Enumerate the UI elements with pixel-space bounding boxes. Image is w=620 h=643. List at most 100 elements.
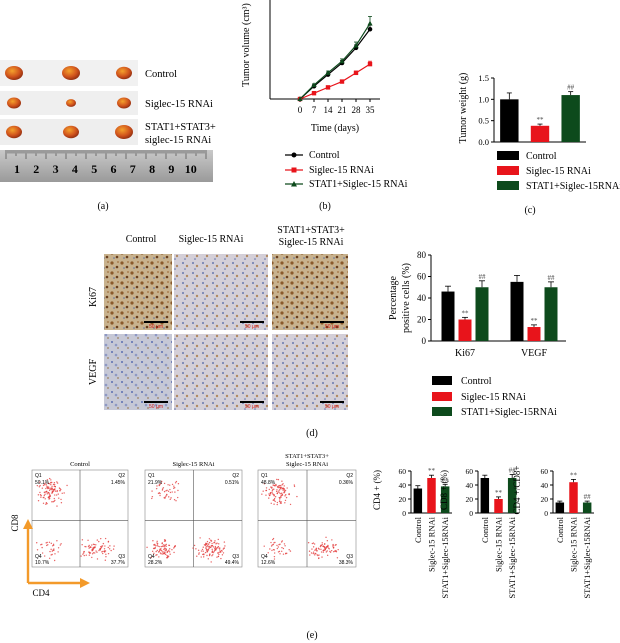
flow-event-dot xyxy=(48,483,51,485)
flow-event-dot xyxy=(275,490,278,493)
flow-event-dot xyxy=(165,543,167,546)
bar-d-2-0 xyxy=(475,287,489,341)
flow-event-dot xyxy=(272,489,274,491)
flow-event-dot xyxy=(276,501,279,504)
flow-event-dot xyxy=(58,487,61,489)
flow-event-dot xyxy=(160,480,163,483)
flow-event-dot xyxy=(273,495,275,497)
flow-event-dot xyxy=(52,549,54,551)
flow-event-dot xyxy=(49,550,51,553)
flow-event-dot xyxy=(223,541,226,543)
quad-value-q4: 28.2% xyxy=(148,560,163,566)
x-tick-label-b: 0 xyxy=(298,105,303,115)
flow-event-dot xyxy=(218,549,221,551)
flow-event-dot xyxy=(57,493,59,495)
flow-event-dot xyxy=(96,558,99,560)
flow-event-dot xyxy=(326,554,329,557)
flow-event-dot xyxy=(196,555,198,557)
flow-event-dot xyxy=(223,547,225,549)
flow-event-dot xyxy=(91,556,93,559)
flow-event-dot xyxy=(326,539,329,542)
flow-plots: ControlQ150.1%Q21.45%Q410.7%Q337.7%Sigle… xyxy=(31,453,357,568)
flow-event-dot xyxy=(94,552,96,554)
flow-event-dot xyxy=(82,552,85,554)
ruler xyxy=(0,150,213,182)
flow-event-dot xyxy=(173,487,175,489)
flow-event-dot xyxy=(202,556,205,558)
bar-d-2-1 xyxy=(544,287,558,341)
flow-event-dot xyxy=(282,487,284,489)
flow-event-dot xyxy=(166,556,169,558)
flow-event-dot xyxy=(277,486,279,489)
flow-event-dot xyxy=(213,549,216,551)
flow-event-dot xyxy=(280,502,282,504)
flow-event-dot xyxy=(104,545,106,547)
flow-event-dot xyxy=(51,501,53,503)
ihc-header-stat-line1: STAT1+STAT3+ xyxy=(277,225,345,236)
flow-event-dot xyxy=(47,496,50,499)
flow-event-dot xyxy=(53,483,56,486)
flow-event-dot xyxy=(315,549,317,551)
quad-label-q2: Q2 xyxy=(346,473,353,479)
flow-event-dot xyxy=(39,484,41,487)
data-point-triangle xyxy=(311,82,317,88)
flow-event-dot xyxy=(278,496,280,499)
flow-event-dot xyxy=(164,550,166,552)
flow-event-dot xyxy=(50,482,52,484)
significance-mark: ** xyxy=(428,467,436,475)
flow-event-dot xyxy=(177,496,179,499)
flow-event-dot xyxy=(270,541,272,544)
flow-event-dot xyxy=(268,497,270,499)
data-point-triangle xyxy=(297,96,303,101)
flow-event-dot xyxy=(92,547,94,550)
flow-event-dot xyxy=(53,488,55,491)
flow-event-dot xyxy=(273,558,276,560)
chart-e2: 0 20 40 60 Control ** Siglec-15 RNAi ## STAT1+Si… xyxy=(439,467,519,599)
flow-event-dot xyxy=(274,496,277,498)
flow-event-dot xyxy=(205,549,208,551)
flow-event-dot xyxy=(214,547,216,550)
flow-event-dot xyxy=(271,487,273,489)
flow-event-dot xyxy=(161,488,164,490)
flow-event-dot xyxy=(169,553,171,555)
y-tick-label: 0 xyxy=(402,509,406,518)
flow-event-dot xyxy=(36,542,38,544)
flow-event-dot xyxy=(202,553,204,556)
quad-label-q2: Q2 xyxy=(232,473,239,479)
flow-event-dot xyxy=(152,540,154,542)
flow-event-dot xyxy=(193,544,196,547)
data-point-triangle xyxy=(367,20,373,26)
flow-event-dot xyxy=(325,551,328,553)
x-tick-label: Control xyxy=(555,516,565,543)
tumor-0-1 xyxy=(62,65,80,81)
flow-event-dot xyxy=(270,545,273,547)
y-tick-label-d: 40 xyxy=(417,293,427,303)
flow-event-dot xyxy=(177,483,180,485)
data-point-square xyxy=(325,85,331,90)
flow-event-dot xyxy=(56,481,58,483)
flow-event-dot xyxy=(270,502,272,504)
flow-event-dot xyxy=(277,551,280,553)
tumor-images xyxy=(5,65,133,140)
y-tick-label-d: 20 xyxy=(417,315,427,325)
row-label-stat-line1: STAT1+STAT3+ xyxy=(145,122,216,133)
x-tick-label: STAT1+Siglec-15RNAi xyxy=(440,516,450,598)
flow-event-dot xyxy=(43,484,46,486)
flow-event-dot xyxy=(280,493,282,495)
flow-event-dot xyxy=(318,548,320,550)
significance-mark: ## xyxy=(442,476,450,484)
flow-event-dot xyxy=(170,497,172,499)
data-point-triangle xyxy=(353,42,359,48)
flow-event-dot xyxy=(206,540,209,543)
flow-event-dot xyxy=(38,486,41,488)
flow-event-dot xyxy=(89,552,92,554)
flow-event-dot xyxy=(177,489,179,492)
flow-event-dot xyxy=(48,487,50,490)
flow-event-dot xyxy=(41,546,43,549)
flow-event-dot xyxy=(100,546,103,549)
y-axis-label-d-line2: positive cells (%) xyxy=(401,263,412,333)
flow-event-dot xyxy=(107,541,110,543)
flow-event-dot xyxy=(83,554,85,557)
ruler-number: 10 xyxy=(185,162,197,176)
flow-event-dot xyxy=(268,488,270,491)
